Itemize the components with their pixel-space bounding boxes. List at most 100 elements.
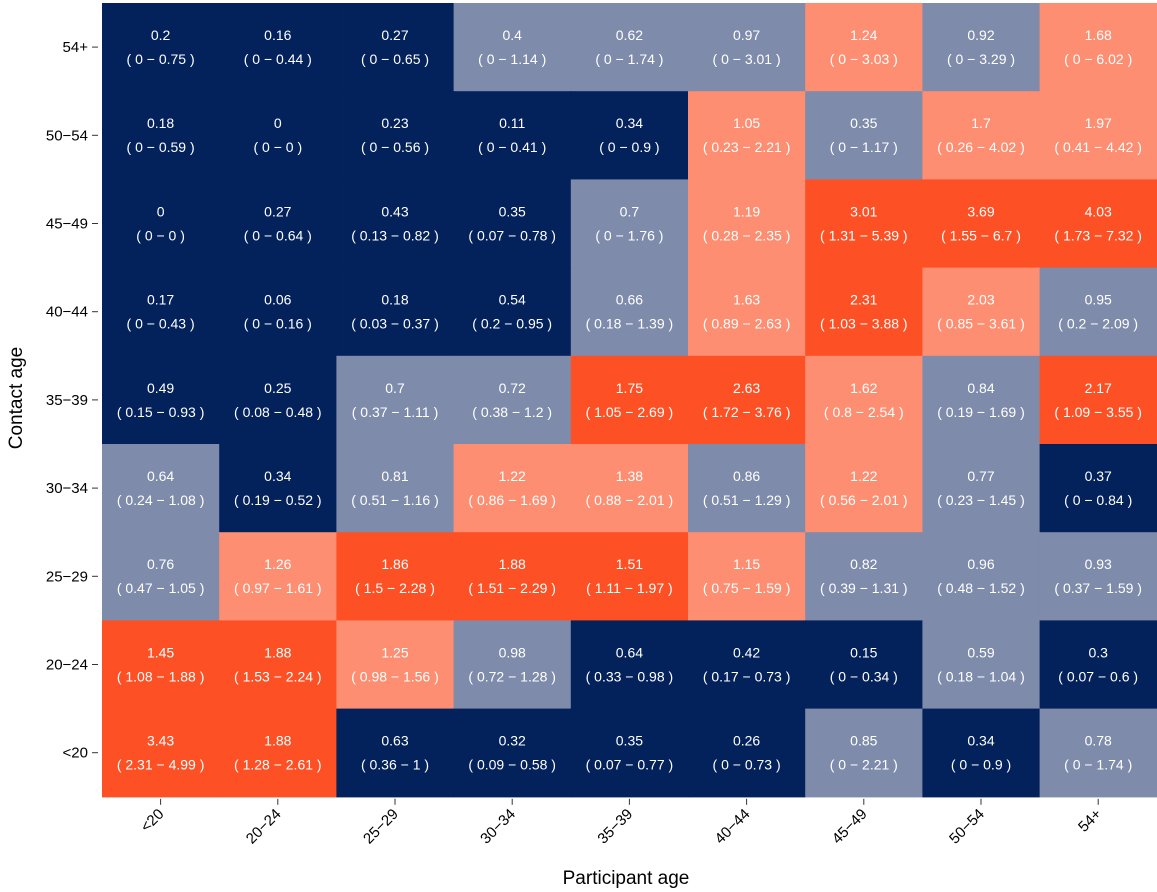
x-tick-label: 45−49 <box>829 806 871 848</box>
heatmap-cell-fill <box>688 444 806 533</box>
cell-ci-label: ( 0.51 − 1.16 ) <box>351 492 439 508</box>
cell-value-label: 1.19 <box>733 203 760 219</box>
cell-value-label: 0.82 <box>850 556 877 572</box>
heatmap-cell-fill <box>805 620 923 710</box>
cell-ci-label: ( 0.88 − 2.01 ) <box>586 492 674 508</box>
cell-ci-label: ( 0.19 − 0.52 ) <box>234 492 322 508</box>
heatmap-cell: 0.95 ( 0.2 − 2.09 ) <box>1039 267 1157 357</box>
heatmap-cell: 0.78 ( 0 − 1.74 ) <box>1039 708 1157 798</box>
x-tick-label: 30−34 <box>477 806 519 848</box>
y-axis-title: Contact age <box>6 347 27 449</box>
heatmap-cell: 3.01 ( 1.31 − 5.39 ) <box>805 179 923 269</box>
cell-ci-label: ( 0 − 1.76 ) <box>595 227 663 243</box>
heatmap-cell-fill <box>336 91 455 180</box>
cell-ci-label: ( 0 − 0.9 ) <box>951 757 1011 773</box>
cell-value-label: 3.01 <box>850 203 877 219</box>
x-tick-label: 40−44 <box>712 806 754 848</box>
heatmap-cell: 0.81 ( 0.51 − 1.16 ) <box>336 444 455 533</box>
cell-value-label: 1.86 <box>381 556 408 572</box>
heatmap-cell-fill <box>805 532 923 621</box>
heatmap-cell-fill <box>922 620 1041 710</box>
heatmap-cell-fill <box>688 355 806 445</box>
cell-ci-label: ( 0.18 − 1.04 ) <box>937 668 1025 684</box>
cell-ci-label: ( 0 − 0.34 ) <box>830 668 898 684</box>
cell-ci-label: ( 0.75 − 1.59 ) <box>703 580 791 596</box>
y-tick-label: 25−29 <box>46 568 88 585</box>
heatmap-cell: 0.92 ( 0 − 3.29 ) <box>922 3 1041 92</box>
cell-ci-label: ( 0 − 0.41 ) <box>478 139 546 155</box>
heatmap-cell-fill <box>336 620 455 710</box>
cell-value-label: 0.2 <box>151 27 171 43</box>
cell-value-label: 0.35 <box>499 203 526 219</box>
cell-ci-label: ( 0.86 − 1.69 ) <box>468 492 556 508</box>
heatmap-cell: 0.18 ( 0 − 0.59 ) <box>102 91 220 180</box>
x-tick-label: 35−39 <box>594 806 636 848</box>
cell-value-label: 0.23 <box>381 115 408 131</box>
cell-ci-label: ( 0.18 − 1.39 ) <box>586 316 674 332</box>
cell-value-label: 0.11 <box>499 115 525 131</box>
cell-value-label: 0.78 <box>1085 733 1112 749</box>
heatmap-cell-fill <box>219 708 337 798</box>
x-tick-label: 20−24 <box>243 806 285 848</box>
cell-ci-label: ( 0.08 − 0.48 ) <box>234 404 322 420</box>
heatmap-cell-fill <box>219 91 337 180</box>
x-tick-label: 25−29 <box>360 806 402 848</box>
cell-ci-label: ( 0.8 − 2.54 ) <box>824 404 904 420</box>
cell-value-label: 0.81 <box>381 468 408 484</box>
heatmap-cell-fill <box>453 620 572 710</box>
heatmap-cell-fill <box>453 708 572 798</box>
heatmap-cell-fill <box>688 708 806 798</box>
cell-ci-label: ( 0.07 − 0.6 ) <box>1058 668 1138 684</box>
cell-ci-label: ( 1.09 − 3.55 ) <box>1054 404 1142 420</box>
heatmap-cell-fill <box>453 444 572 533</box>
heatmap-cell-fill <box>336 3 455 92</box>
heatmap-cell: 0.2 ( 0 − 0.75 ) <box>102 3 220 92</box>
cell-value-label: 0 <box>157 203 165 219</box>
cell-value-label: 0.4 <box>502 27 522 43</box>
cell-value-label: 1.7 <box>971 115 991 131</box>
cell-ci-label: ( 0 − 0 ) <box>136 227 185 243</box>
cell-ci-label: ( 0.07 − 0.78 ) <box>468 227 556 243</box>
cell-value-label: 0.95 <box>1085 292 1112 308</box>
heatmap-cell-fill <box>922 532 1041 621</box>
heatmap-cell-fill <box>570 444 689 533</box>
heatmap-cell-fill <box>336 532 455 621</box>
cell-ci-label: ( 1.08 − 1.88 ) <box>117 668 205 684</box>
heatmap-cell: 0.06 ( 0 − 0.16 ) <box>219 267 337 357</box>
y-tick-label: 20−24 <box>46 657 88 674</box>
cell-value-label: 1.22 <box>850 468 877 484</box>
cell-value-label: 0.37 <box>1085 468 1112 484</box>
cell-value-label: 0.35 <box>616 733 643 749</box>
heatmap-cell: 0.18 ( 0.03 − 0.37 ) <box>336 267 455 357</box>
heatmap-cell-fill <box>336 267 455 357</box>
heatmap-cell: 1.88 ( 1.51 − 2.29 ) <box>453 532 572 621</box>
y-tick-label: 35−39 <box>46 392 88 409</box>
cell-value-label: 0.27 <box>381 27 408 43</box>
cell-value-label: 1.63 <box>733 292 760 308</box>
cell-value-label: 1.05 <box>733 115 760 131</box>
heatmap-cell: 0.34 ( 0 − 0.9 ) <box>570 91 689 180</box>
heatmap-cell-fill <box>219 179 337 269</box>
heatmap-cell-fill <box>336 179 455 269</box>
heatmap-cell: 0.76 ( 0.47 − 1.05 ) <box>102 532 220 621</box>
heatmap-cell: 0.66 ( 0.18 − 1.39 ) <box>570 267 689 357</box>
cell-value-label: 0.49 <box>147 380 174 396</box>
cell-value-label: 0.42 <box>733 644 760 660</box>
cell-ci-label: ( 0.89 − 2.63 ) <box>703 316 791 332</box>
heatmap-cell-fill <box>219 267 337 357</box>
y-tick-label: 50−54 <box>46 127 88 144</box>
heatmap-cell: 2.63 ( 1.72 − 3.76 ) <box>688 355 806 445</box>
cell-ci-label: ( 0.19 − 1.69 ) <box>937 404 1025 420</box>
heatmap-cell-fill <box>570 532 689 621</box>
cell-value-label: 0.26 <box>733 733 760 749</box>
heatmap-cell-fill <box>688 532 806 621</box>
cell-ci-label: ( 0.09 − 0.58 ) <box>468 757 556 773</box>
heatmap-cell: 1.22 ( 0.86 − 1.69 ) <box>453 444 572 533</box>
heatmap-cell-fill <box>1039 532 1157 621</box>
heatmap-cell-fill <box>922 355 1041 445</box>
heatmap-cell-fill <box>688 267 806 357</box>
cell-ci-label: ( 0 − 3.01 ) <box>713 51 781 67</box>
heatmap-cell-fill <box>219 532 337 621</box>
cell-value-label: 2.17 <box>1085 380 1112 396</box>
